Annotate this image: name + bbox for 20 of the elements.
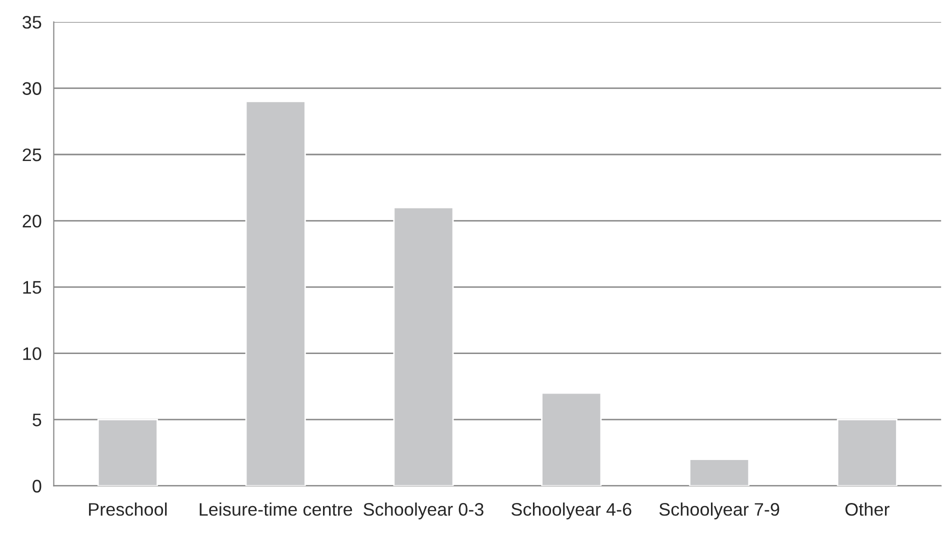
x-tick-label: Schoolyear 4-6 bbox=[511, 502, 632, 520]
x-tick-label: Leisure-time centre bbox=[200, 502, 352, 516]
x-tick-label: Schoolyear 7-9 bbox=[659, 502, 780, 520]
y-tick-label: 30 bbox=[22, 82, 42, 95]
x-tick-label: Other bbox=[845, 502, 890, 516]
bar bbox=[97, 418, 158, 486]
y-tick-label: 5 bbox=[32, 414, 42, 426]
x-tick-label: Preschool bbox=[89, 502, 167, 516]
y-tick-label: 35 bbox=[22, 16, 42, 29]
y-tick-label: 10 bbox=[23, 347, 42, 360]
bar bbox=[393, 206, 454, 486]
y-tick-label: 15 bbox=[23, 281, 42, 294]
bar bbox=[245, 100, 306, 486]
y-tick-label: 25 bbox=[22, 148, 42, 162]
x-tick-label: Schoolyear 0-3 bbox=[364, 502, 484, 520]
y-tick-label: 20 bbox=[22, 214, 42, 228]
y-tick-label: 0 bbox=[32, 480, 42, 493]
bar bbox=[836, 418, 898, 486]
bar bbox=[541, 392, 602, 486]
bar bbox=[689, 458, 750, 486]
